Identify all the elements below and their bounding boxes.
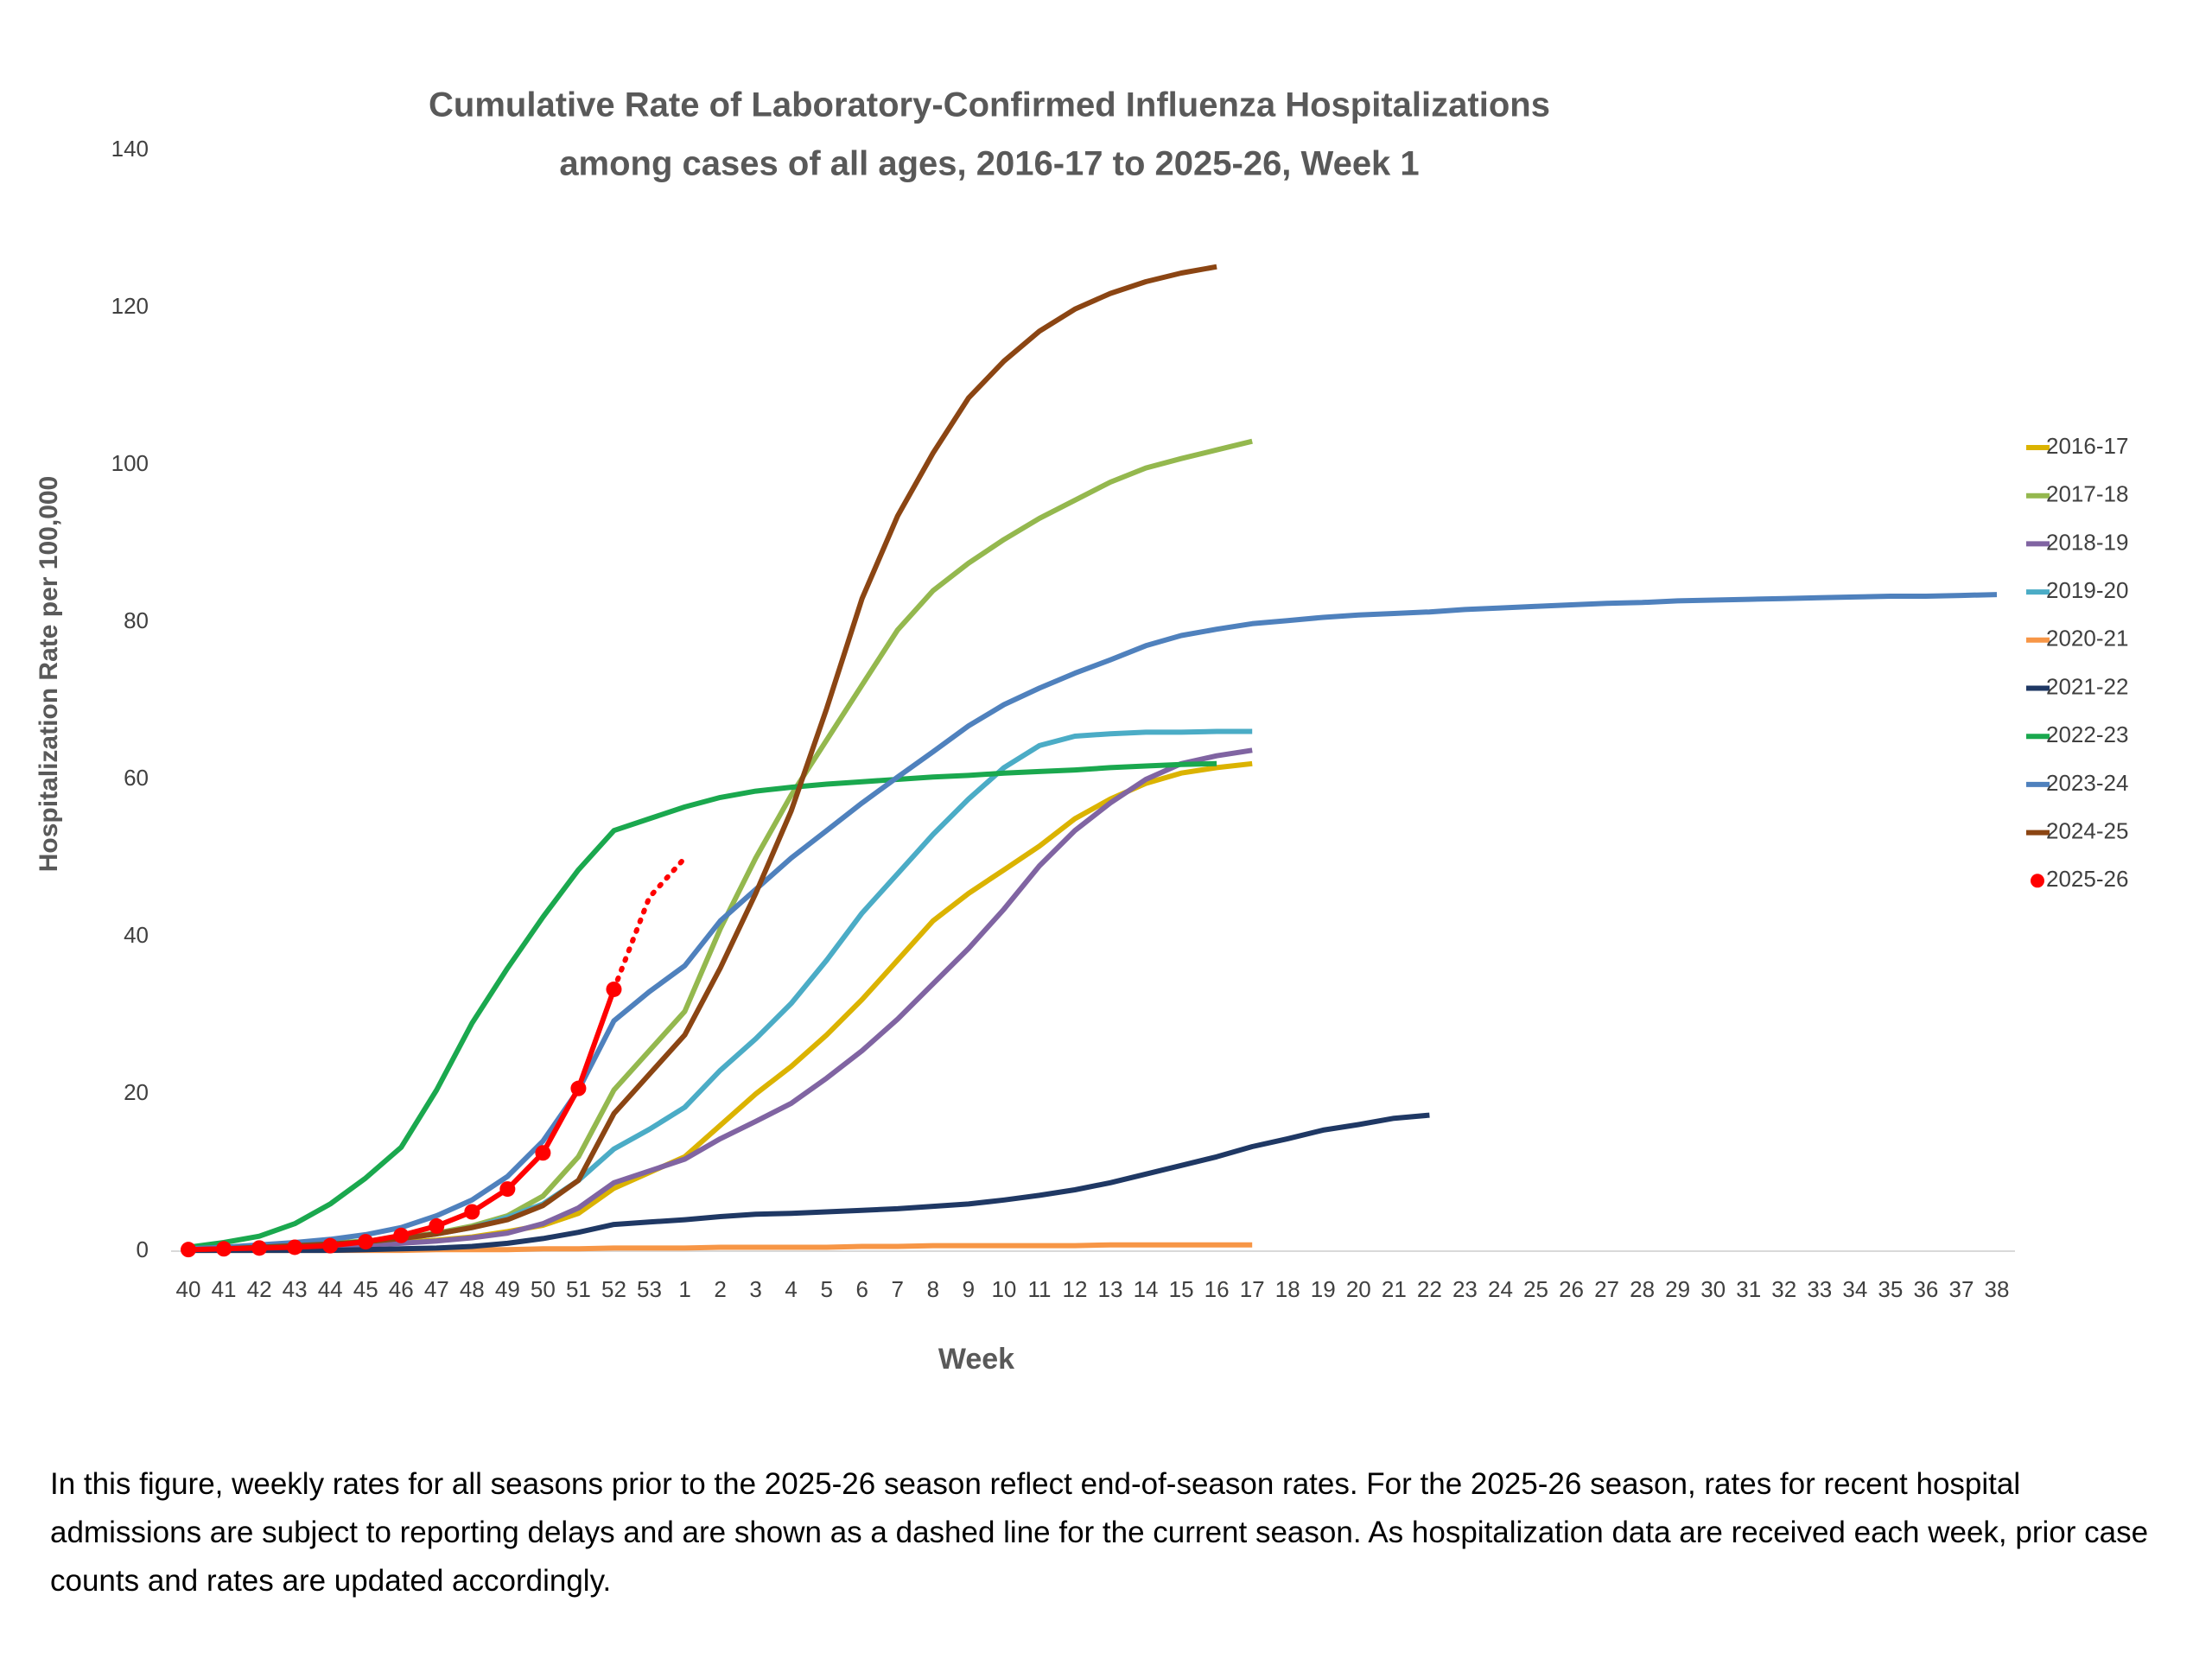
legend-marker xyxy=(2031,874,2044,888)
x-tick-label: 49 xyxy=(495,1276,520,1302)
point-marker xyxy=(322,1237,339,1254)
x-tick-label: 7 xyxy=(892,1276,904,1302)
x-tick-label: 53 xyxy=(637,1276,662,1302)
x-tick-label: 31 xyxy=(1736,1276,1761,1302)
x-tick-label: 2 xyxy=(714,1276,726,1302)
point-marker xyxy=(358,1234,374,1250)
x-tick-label: 9 xyxy=(963,1276,975,1302)
x-tick-label: 26 xyxy=(1559,1276,1584,1302)
x-tick-label: 1 xyxy=(678,1276,690,1302)
x-tick-label: 35 xyxy=(1878,1276,1903,1302)
x-tick-label: 43 xyxy=(283,1276,308,1302)
x-tick-label: 5 xyxy=(820,1276,832,1302)
x-tick-label: 3 xyxy=(749,1276,761,1302)
x-tick-label: 19 xyxy=(1311,1276,1336,1302)
x-tick-label: 48 xyxy=(460,1276,485,1302)
legend-label: 2019-20 xyxy=(2046,577,2128,603)
series-line xyxy=(188,760,1253,1253)
x-tick-label: 18 xyxy=(1275,1276,1300,1302)
x-tick-label: 34 xyxy=(1842,1276,1867,1302)
x-tick-label: 36 xyxy=(1913,1276,1938,1302)
x-tick-label: 42 xyxy=(247,1276,272,1302)
y-tick-label: 0 xyxy=(137,1236,149,1262)
point-marker xyxy=(251,1240,268,1256)
y-tick-label: 120 xyxy=(111,293,149,319)
y-tick-label: 60 xyxy=(124,765,149,791)
y-tick-label: 140 xyxy=(111,136,149,162)
x-tick-label: 45 xyxy=(353,1276,378,1302)
x-tick-label: 37 xyxy=(1948,1276,1974,1302)
footnote: In this figure, weekly rates for all sea… xyxy=(50,1467,2149,1598)
x-tick-label: 12 xyxy=(1063,1276,1088,1302)
chart-title: Cumulative Rate of Laboratory-Confirmed … xyxy=(429,86,1550,124)
x-tick-label: 21 xyxy=(1382,1276,1407,1302)
series-line xyxy=(188,988,617,1253)
point-marker xyxy=(393,1227,410,1243)
point-marker xyxy=(429,1217,445,1234)
x-tick-label: 20 xyxy=(1346,1276,1371,1302)
x-tick-label: 27 xyxy=(1594,1276,1619,1302)
x-tick-label: 15 xyxy=(1169,1276,1194,1302)
x-tick-label: 24 xyxy=(1488,1276,1513,1302)
x-tick-label: 30 xyxy=(1700,1276,1726,1302)
x-tick-label: 33 xyxy=(1807,1276,1832,1302)
x-tick-label: 51 xyxy=(566,1276,591,1302)
x-tick-label: 40 xyxy=(176,1276,201,1302)
legend-label: 2023-24 xyxy=(2046,770,2128,796)
legend-label: 2017-18 xyxy=(2046,481,2128,507)
point-marker xyxy=(216,1241,232,1257)
x-tick-label: 6 xyxy=(856,1276,868,1302)
x-tick-label: 25 xyxy=(1523,1276,1548,1302)
x-tick-label: 50 xyxy=(531,1276,556,1302)
legend-label: 2020-21 xyxy=(2046,626,2128,652)
x-tick-label: 14 xyxy=(1134,1276,1159,1302)
y-tick-label: 20 xyxy=(124,1079,149,1105)
legend-label: 2021-22 xyxy=(2046,673,2128,699)
x-tick-label: 41 xyxy=(212,1276,237,1302)
x-tick-label: 32 xyxy=(1771,1276,1796,1302)
x-tick-label: 38 xyxy=(1985,1276,2010,1302)
point-marker xyxy=(287,1239,303,1255)
point-marker xyxy=(499,1181,516,1198)
x-tick-label: 17 xyxy=(1240,1276,1265,1302)
x-tick-label: 11 xyxy=(1027,1276,1051,1302)
x-tick-label: 22 xyxy=(1417,1276,1442,1302)
series-line xyxy=(188,264,1217,1253)
x-tick-label: 47 xyxy=(424,1276,449,1302)
x-tick-label: 4 xyxy=(785,1276,797,1302)
legend-label: 2025-26 xyxy=(2046,866,2128,892)
point-marker xyxy=(535,1145,551,1161)
point-marker xyxy=(464,1204,480,1220)
x-tick-label: 28 xyxy=(1630,1276,1655,1302)
x-axis-label: Week xyxy=(938,1343,1014,1376)
series-line xyxy=(188,760,1217,1250)
series-line xyxy=(188,592,1998,1252)
series-line-dashed xyxy=(611,855,688,992)
x-tick-label: 10 xyxy=(991,1276,1016,1302)
series-line xyxy=(188,747,1253,1253)
y-tick-label: 80 xyxy=(124,607,149,633)
x-tick-label: 52 xyxy=(601,1276,626,1302)
y-tick-label: 100 xyxy=(111,450,149,476)
x-tick-label: 8 xyxy=(927,1276,939,1302)
legend-label: 2018-19 xyxy=(2046,529,2128,555)
series-line xyxy=(188,1112,1430,1254)
x-tick-label: 44 xyxy=(318,1276,343,1302)
y-axis-label: Hospitalization Rate per 100,000 xyxy=(35,476,63,873)
legend-label: 2022-23 xyxy=(2046,721,2128,747)
x-tick-label: 16 xyxy=(1205,1276,1230,1302)
point-marker xyxy=(606,981,622,997)
x-tick-label: 23 xyxy=(1452,1276,1478,1302)
x-tick-label: 46 xyxy=(389,1276,414,1302)
chart: Cumulative Rate of Laboratory-Confirmed … xyxy=(35,86,2129,1376)
legend-label: 2024-25 xyxy=(2046,817,2128,843)
legend-label: 2016-17 xyxy=(2046,433,2128,459)
point-marker xyxy=(570,1080,587,1096)
point-marker xyxy=(181,1242,196,1258)
x-tick-label: 29 xyxy=(1665,1276,1690,1302)
y-tick-label: 40 xyxy=(124,922,149,948)
x-tick-label: 13 xyxy=(1098,1276,1123,1302)
chart-title: among cases of all ages, 2016-17 to 2025… xyxy=(559,145,1419,183)
